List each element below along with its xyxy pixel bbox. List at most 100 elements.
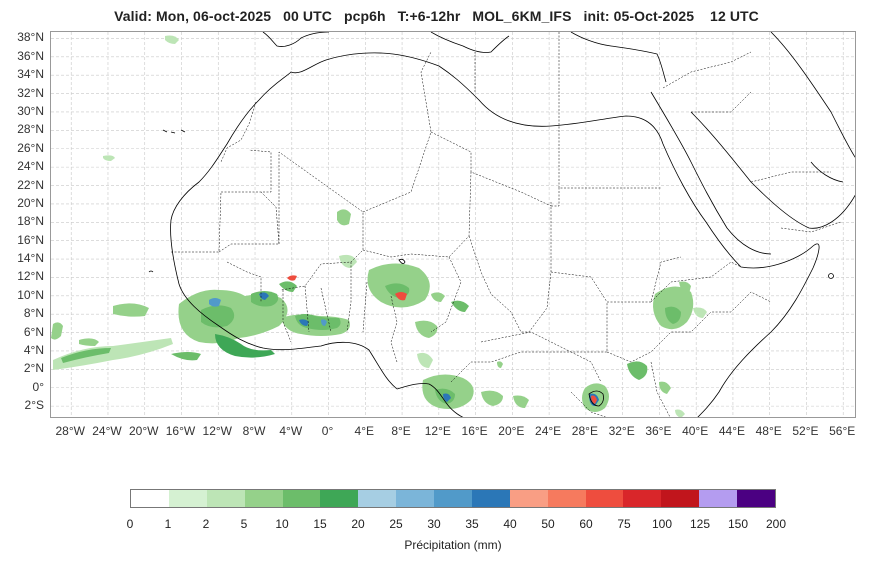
precip-cell	[679, 281, 691, 294]
latitude-label: 2°S	[24, 398, 44, 413]
longitude-label: 12°W	[202, 424, 233, 438]
colorbar-segment	[471, 490, 510, 507]
colorbar-segment	[206, 490, 245, 507]
precip-cell	[215, 334, 275, 358]
precip-cell	[675, 409, 685, 417]
colorbar-segment	[661, 490, 700, 507]
colorbar-segment	[434, 490, 472, 507]
precip-cell	[627, 361, 648, 380]
colorbar-tick-label: 35	[465, 517, 479, 531]
precip-cell	[103, 155, 115, 161]
precip-cell	[481, 390, 503, 406]
colorbar-tick-label: 60	[579, 517, 593, 531]
colorbar-tick-label: 2	[202, 517, 210, 531]
longitude-label: 48°E	[755, 424, 782, 438]
precip-cell	[279, 281, 297, 292]
precip-cell	[51, 322, 63, 340]
precipitation-map[interactable]	[50, 31, 856, 418]
colorbar-tick-label: 50	[541, 517, 555, 531]
colorbar-tick-label: 40	[503, 517, 517, 531]
precip-cell	[415, 320, 438, 338]
latitude-label: 26°N	[17, 140, 44, 155]
latitude-label: 10°N	[17, 287, 44, 302]
colorbar-segment	[396, 490, 434, 507]
precip-cell	[61, 348, 111, 363]
longitude-label: 4°E	[354, 424, 375, 438]
precip-cell	[451, 300, 469, 312]
precip-cell	[659, 381, 671, 394]
precip-cell	[295, 314, 341, 330]
precip-cell	[259, 292, 269, 300]
latitude-label: 8°N	[23, 306, 44, 321]
country-borders	[171, 32, 842, 417]
precip-cell	[165, 35, 179, 44]
longitude-label: 4°W	[279, 424, 303, 438]
precipitation-colorbar	[130, 489, 776, 508]
colorbar-tick-label: 20	[351, 517, 365, 531]
colorbar-tick-label: 125	[689, 517, 711, 531]
colorbar-tick-label: 15	[313, 517, 327, 531]
precip-cell	[287, 275, 297, 281]
longitude-label: 24°W	[92, 424, 122, 438]
longitude-label: 44°E	[718, 424, 745, 438]
colorbar-tick-label: 10	[275, 517, 289, 531]
longitude-label: 56°E	[829, 424, 856, 438]
colorbar-tick-label: 200	[765, 517, 787, 531]
precip-cell	[79, 338, 99, 346]
precip-cell	[171, 352, 201, 361]
longitude-label: 8°W	[242, 424, 266, 438]
longitude-label: 40°E	[682, 424, 709, 438]
colorbar-segment	[358, 490, 397, 507]
longitude-label: 52°E	[792, 424, 819, 438]
precip-cell	[209, 298, 221, 307]
latitude-label: 6°N	[23, 324, 44, 339]
longitude-label: 28°E	[571, 424, 598, 438]
map-title: Valid: Mon, 06-oct-2025 00 UTC pcp6h T:+…	[114, 8, 759, 24]
latitude-label: 2°N	[23, 361, 44, 376]
latitude-label: 12°N	[17, 269, 44, 284]
longitude-label: 8°E	[391, 424, 411, 438]
longitude-label: 0°	[321, 424, 334, 438]
precip-cell	[431, 292, 445, 302]
precip-cell	[339, 254, 357, 268]
precip-cell	[299, 319, 309, 326]
longitude-label: 20°W	[128, 424, 159, 438]
precip-cell	[417, 352, 433, 368]
precip-cell	[321, 319, 327, 326]
colorbar-segment	[320, 490, 359, 507]
latitude-label: 32°N	[17, 85, 44, 100]
longitude-label: 36°E	[645, 424, 672, 438]
colorbar-tick-label: 5	[240, 517, 248, 531]
colorbar-segment	[282, 490, 321, 507]
colorbar-tick-label: 30	[427, 517, 441, 531]
latitude-label: 36°N	[17, 48, 44, 63]
colorbar-segment	[623, 490, 662, 507]
colorbar-tick-label: 1	[164, 517, 172, 531]
latitude-label: 18°N	[17, 214, 44, 229]
precip-cell	[201, 305, 235, 328]
longitude-label: 32°E	[608, 424, 635, 438]
colorbar-segment	[699, 490, 737, 507]
latitude-label: 14°N	[17, 251, 44, 266]
colorbar-segment	[131, 490, 169, 507]
precip-cell	[591, 395, 597, 404]
longitude-label: 16°E	[461, 424, 488, 438]
latitude-label: 4°N	[23, 342, 44, 357]
latitude-label: 30°N	[17, 103, 44, 118]
colorbar-tick-label: 75	[617, 517, 631, 531]
latitude-label: 0°	[32, 379, 44, 394]
colorbar-tick-label: 0	[126, 517, 134, 531]
precip-cell	[113, 303, 149, 317]
longitude-label: 28°W	[55, 424, 85, 438]
graticule-grid	[51, 32, 855, 417]
precip-cell	[693, 307, 707, 318]
colorbar-tick-label: 25	[389, 517, 403, 531]
precip-cell	[443, 393, 451, 402]
colorbar-segment	[737, 490, 775, 507]
latitude-label: 28°N	[17, 122, 44, 137]
longitude-label: 12°E	[424, 424, 451, 438]
colorbar-label: Précipitation (mm)	[404, 538, 502, 552]
colorbar-tick-label: 100	[651, 517, 673, 531]
colorbar-segment	[547, 490, 586, 507]
precipitation-field	[51, 35, 707, 417]
